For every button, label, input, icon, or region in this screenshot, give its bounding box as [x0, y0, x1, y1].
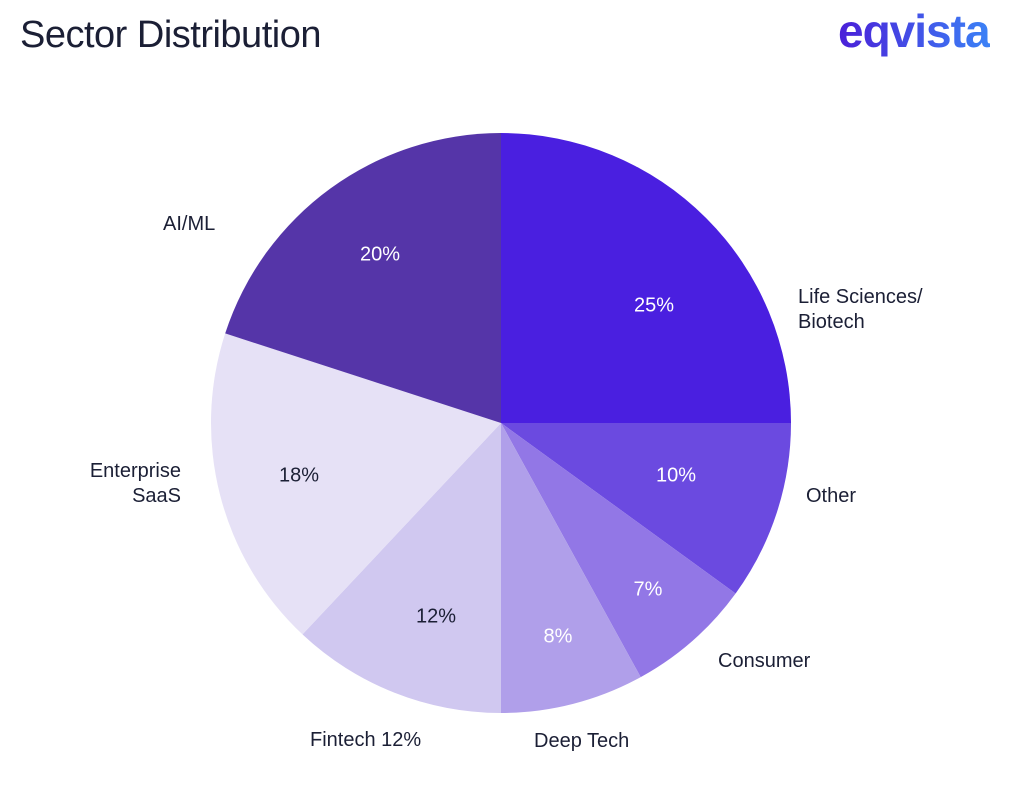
- slice-category-label: Life Sciences/ Biotech: [798, 286, 923, 333]
- chart-title: Sector Distribution: [20, 14, 321, 56]
- pie-slice: [501, 133, 791, 423]
- slice-value-label: 25%: [633, 294, 675, 317]
- pie-slice: [225, 133, 501, 423]
- slice-category-label: Enterprise SaaS: [89, 460, 181, 507]
- pie-slice: [302, 423, 501, 713]
- pie-slice: [501, 423, 641, 713]
- slice-value-label: 8%: [543, 625, 573, 648]
- slice-value-label: 7%: [633, 578, 663, 601]
- slice-value-label: 10%: [655, 464, 697, 487]
- slice-category-label: AI/ML: [163, 213, 216, 235]
- slice-category-label: Fintech 12%: [310, 729, 422, 751]
- pie-slice: [501, 423, 791, 594]
- eqvista-logo: eqvista: [838, 5, 991, 57]
- slice-value-label: 20%: [359, 243, 401, 266]
- slice-category-label: Consumer: [718, 650, 811, 672]
- slice-value-label: 18%: [278, 464, 320, 487]
- slice-category-label: Deep Tech: [534, 730, 630, 752]
- slice-value-label: 12%: [415, 605, 457, 628]
- slice-category-label: Other: [806, 485, 857, 507]
- pie-slice: [210, 333, 501, 635]
- pie-slice: [501, 423, 736, 678]
